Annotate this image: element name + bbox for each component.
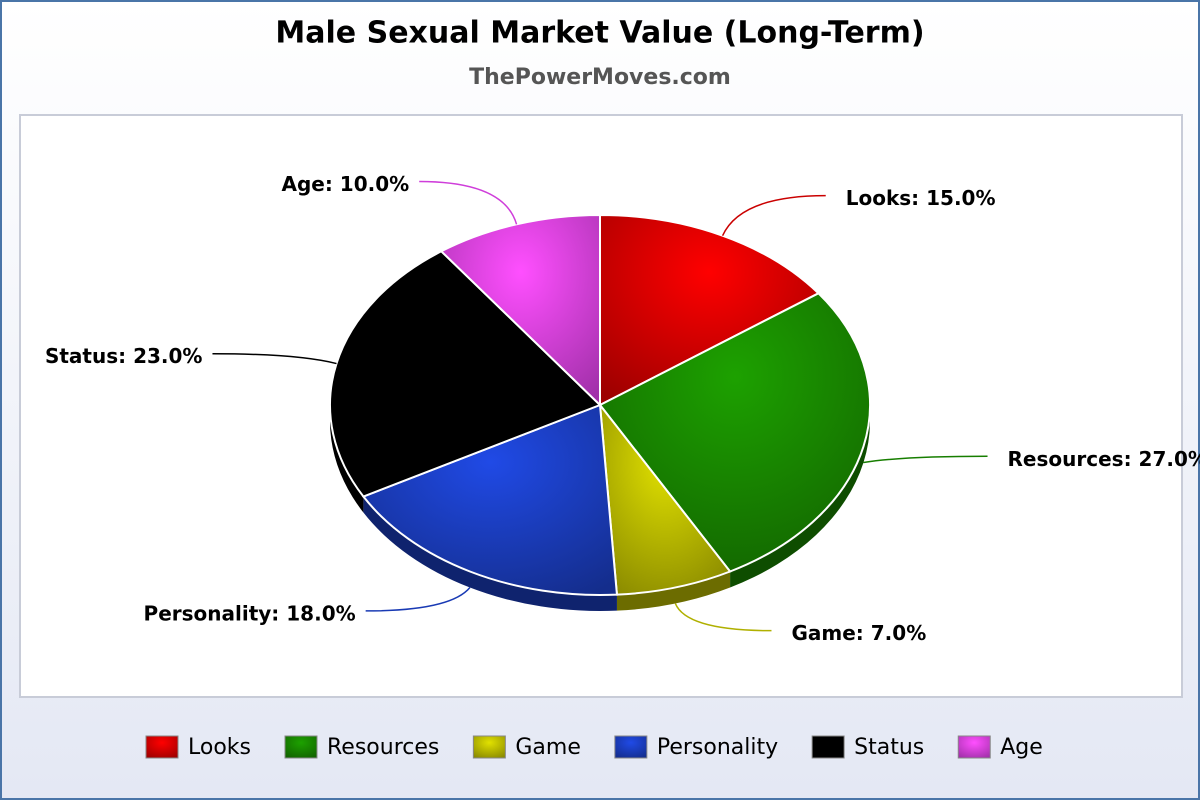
slice — [439, 213, 601, 408]
legend-swatch — [811, 735, 845, 759]
leader-line — [721, 194, 826, 237]
legend-label: Game — [515, 735, 581, 760]
legend-swatch — [145, 735, 179, 759]
legend-label: Looks — [188, 735, 251, 760]
data-label: Personality: 18.0% — [144, 601, 356, 625]
legend-label: Status — [854, 735, 924, 760]
legend-swatch — [284, 735, 318, 759]
chart-title: Male Sexual Market Value (Long-Term) — [275, 16, 924, 51]
leader-line — [365, 587, 471, 612]
slice-side — [363, 496, 617, 611]
leader-line — [863, 455, 988, 464]
data-label: Age: 10.0% — [281, 172, 409, 196]
data-label: Resources: 27.0% — [1008, 447, 1200, 471]
legend-swatch — [472, 735, 506, 759]
leader-line — [419, 180, 518, 225]
legend-label: Personality — [657, 735, 778, 760]
slice — [598, 401, 732, 596]
chart-subtitle: ThePowerMoves.com — [469, 65, 731, 90]
slice — [598, 292, 871, 573]
legend-swatch — [614, 735, 648, 759]
legend-label: Age — [1000, 735, 1043, 760]
slice — [361, 403, 619, 596]
slice — [329, 250, 602, 498]
leader-line — [212, 352, 337, 365]
data-label: Looks: 15.0% — [846, 186, 996, 210]
data-label: Status: 23.0% — [45, 344, 203, 368]
leader-line — [674, 603, 772, 632]
slice-side — [730, 293, 870, 588]
legend: Looks Resources Game Personality Status Age — [145, 735, 1043, 760]
slice — [599, 213, 821, 407]
data-label: Game: 7.0% — [791, 621, 926, 645]
legend-swatch — [957, 735, 991, 759]
legend-label: Resources — [327, 735, 439, 760]
